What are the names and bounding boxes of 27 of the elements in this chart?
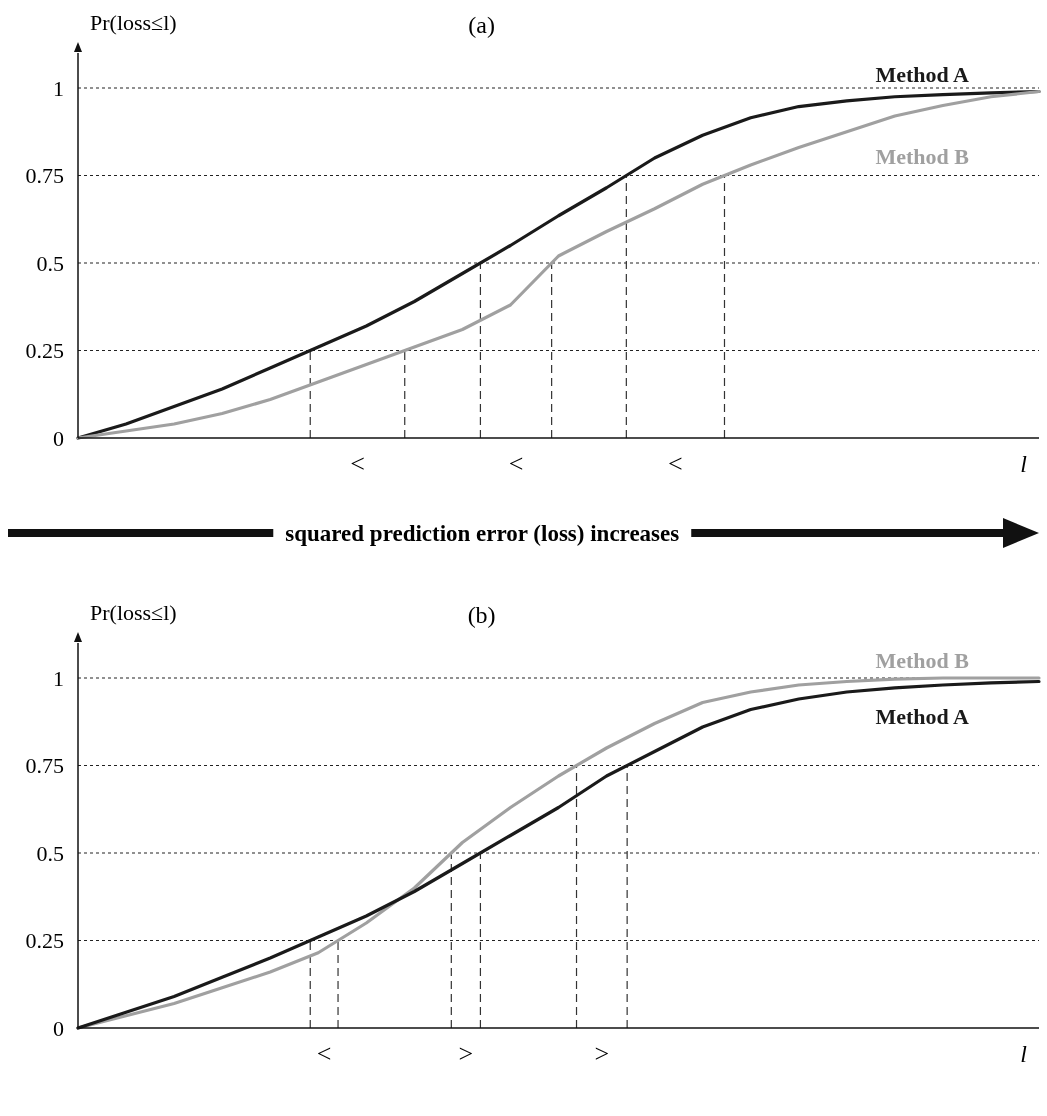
text: squared prediction error (loss) increases [285,521,680,547]
text: > [594,1039,610,1068]
chart-title: (b) [467,602,496,628]
text: < [508,449,524,478]
series-label: Method A [875,704,970,729]
series-label: Method A [875,61,970,87]
y-tick-label: 0.5 [36,250,64,276]
y-tick-label: 1 [53,75,64,101]
y-axis-title: Pr(loss≤l) [90,600,177,625]
text: > [458,1039,474,1068]
y-tick-label: 0.25 [25,338,64,364]
y-tick-label: 0.75 [25,753,64,779]
y-tick-label: 0.5 [36,840,64,866]
text: < [316,1039,332,1068]
series-label: Method B [875,648,970,673]
x-axis-title: l [1020,1041,1028,1067]
text: < [668,449,683,478]
text: < [350,449,365,478]
y-tick-label: 1 [53,665,64,691]
y-tick-label: 0 [53,425,64,451]
y-tick-label: 0.25 [25,928,64,954]
series-label: Method B [875,143,970,169]
x-axis-title: l [1020,451,1028,477]
y-tick-label: 0.75 [25,163,64,189]
y-tick-label: 0 [53,1015,64,1041]
y-axis-title: Pr(loss≤l) [90,10,177,35]
chart-title: (a) [468,12,495,38]
